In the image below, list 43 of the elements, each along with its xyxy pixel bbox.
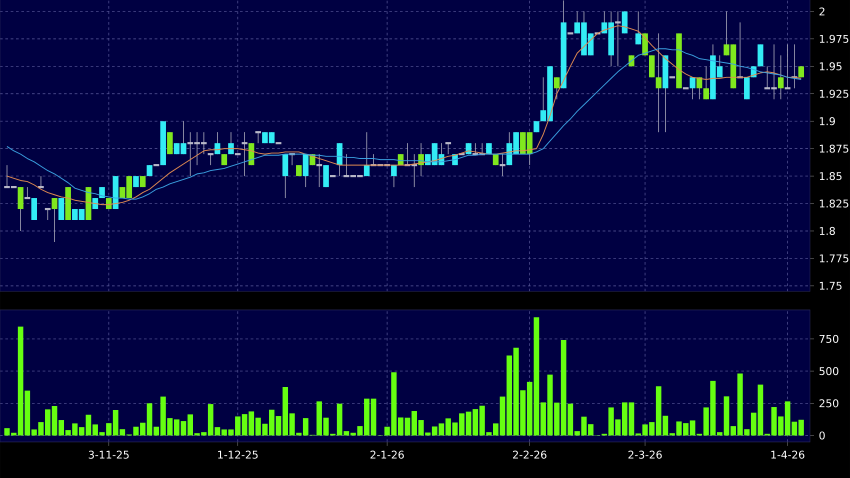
candlestick — [52, 198, 58, 242]
candlestick — [282, 154, 288, 198]
x-tick-label: 3-11-25 — [88, 450, 129, 459]
y-tick-label: 1.8 — [820, 226, 835, 236]
y-tick-label: 1.75 — [820, 282, 842, 290]
candlestick — [498, 154, 506, 176]
y-tick-label: 750 — [820, 334, 838, 343]
y-tick-label: 1.9 — [820, 117, 835, 126]
y-tick-label: 500 — [820, 367, 838, 376]
candlestick — [167, 132, 173, 155]
candlestick — [758, 44, 764, 67]
candlestick — [778, 54, 784, 100]
y-tick-label: 1.95 — [820, 62, 842, 70]
candlestick — [323, 164, 329, 188]
x-tick-label: 2-1-26 — [370, 450, 404, 459]
candlestick — [240, 132, 248, 176]
x-tick-label: 1-12-25 — [218, 450, 258, 459]
candlestick — [703, 66, 709, 100]
y-tick-label: 2 — [819, 7, 824, 16]
y-tick-label: 1.925 — [820, 90, 848, 98]
candlestick — [656, 32, 662, 133]
candlestick — [58, 198, 64, 220]
candlestick — [336, 142, 342, 176]
y-tick-label: 0 — [819, 431, 825, 440]
candlestick — [31, 198, 38, 220]
candlestick — [391, 164, 397, 188]
x-tick-label: 2-2-26 — [513, 450, 546, 459]
candlestick — [554, 76, 560, 100]
x-tick-label: 2-3-26 — [628, 450, 662, 459]
candlestick — [635, 11, 642, 45]
x-tick-label: 1-4-26 — [771, 450, 804, 459]
y-tick-label: 1.975 — [820, 34, 848, 43]
candlestick — [648, 54, 655, 78]
y-tick-label: 1.85 — [820, 172, 842, 180]
candlestick — [364, 132, 370, 176]
candlestick — [690, 76, 696, 100]
y-tick-label: 1.775 — [820, 254, 848, 262]
candlestick — [18, 186, 24, 232]
y-tick-label: 1.875 — [820, 144, 848, 153]
y-tick-label: 250 — [819, 399, 838, 408]
y-tick-label: 1.825 — [820, 199, 848, 208]
candlestick — [302, 154, 309, 188]
candlestick — [622, 11, 628, 34]
